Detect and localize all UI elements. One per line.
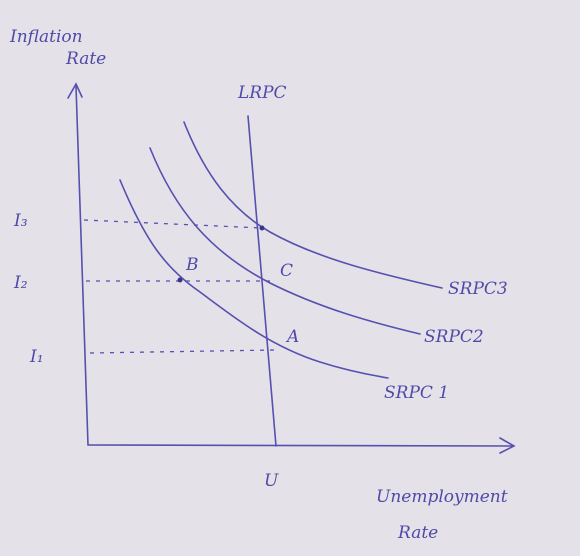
u-label: U (264, 471, 279, 491)
point-label: B (185, 255, 199, 275)
y-arrow (67, 82, 83, 99)
y-axis-label: Rate (65, 49, 106, 69)
level-label: I₁ (29, 347, 44, 367)
srpc3-curve (183, 121, 443, 289)
point-dot (259, 225, 265, 231)
srpc1-curve (119, 179, 389, 379)
point-dot (177, 277, 183, 283)
point-label: A (285, 327, 299, 347)
x-arrow (499, 437, 516, 454)
x-axis-label: Rate (397, 523, 438, 543)
lrpc-label: LRPC (237, 83, 287, 103)
curve-label: SRPC2 (424, 327, 484, 347)
srpc2-curve (149, 147, 421, 335)
i1-dash (89, 349, 276, 354)
level-label: I₃ (13, 211, 28, 231)
point-label: C (280, 261, 293, 281)
level-label: I₂ (13, 273, 28, 293)
curve-label: SRPC3 (448, 279, 508, 299)
axes (75, 85, 513, 447)
curve-label: SRPC 1 (384, 383, 449, 403)
y-axis-label: Inflation (9, 27, 83, 47)
x-axis-label: Unemployment (376, 487, 508, 507)
lrpc-line (247, 115, 277, 447)
